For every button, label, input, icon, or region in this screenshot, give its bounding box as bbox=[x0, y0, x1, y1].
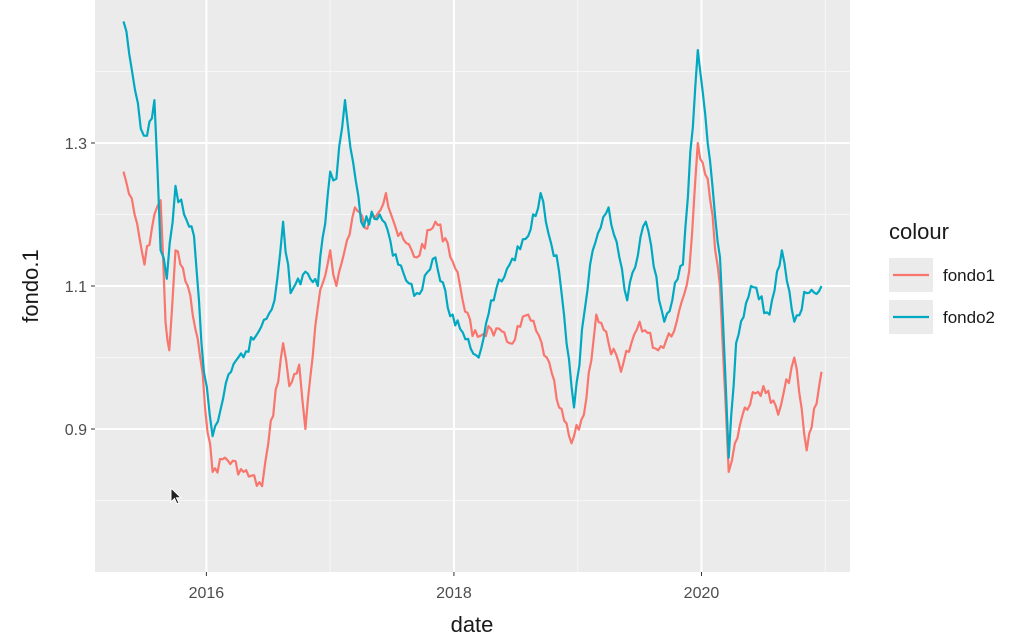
series-line-fondo1 bbox=[122, 141, 823, 488]
x-axis-ticks: 2016 2018 2020 bbox=[189, 572, 720, 602]
mouse-pointer-icon bbox=[170, 487, 183, 505]
major-gridlines bbox=[95, 0, 850, 572]
series-line-fondo2 bbox=[122, 21, 823, 459]
legend-label-fondo1: fondo1 bbox=[943, 266, 995, 285]
y-tick-label-0: 0.9 bbox=[65, 422, 87, 439]
legend: colour fondo1 fondo2 bbox=[889, 219, 995, 334]
series-layer bbox=[122, 21, 823, 488]
legend-items: fondo1 fondo2 bbox=[889, 258, 995, 334]
x-tick-label-0: 2016 bbox=[189, 585, 225, 602]
x-tick-label-1: 2018 bbox=[436, 585, 472, 602]
legend-label-fondo2: fondo2 bbox=[943, 308, 995, 327]
y-axis-title: fondo.1 bbox=[18, 249, 43, 322]
y-tick-label-1: 1.1 bbox=[65, 279, 87, 296]
y-tick-label-2: 1.3 bbox=[65, 136, 87, 153]
x-tick-label-2: 2020 bbox=[684, 585, 720, 602]
x-axis-title: date bbox=[451, 612, 494, 637]
y-axis-ticks: 0.9 1.1 1.3 bbox=[65, 136, 95, 439]
legend-title: colour bbox=[889, 219, 949, 244]
